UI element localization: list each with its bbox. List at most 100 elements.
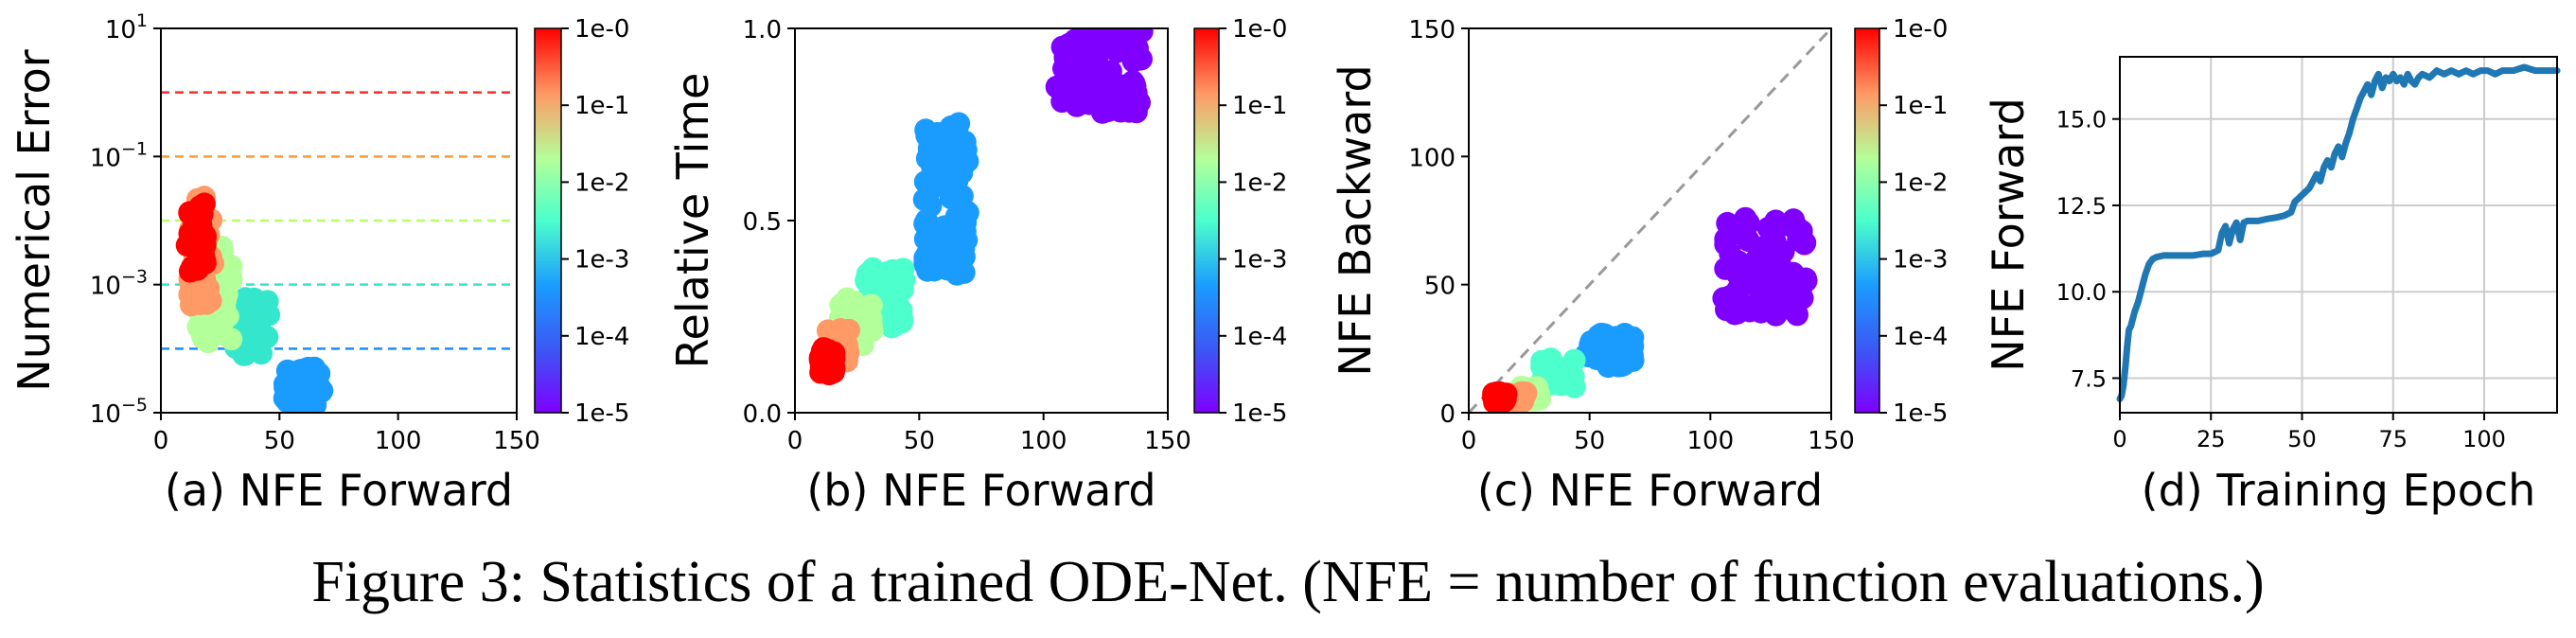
colorbar-tick-label: 1e-2 xyxy=(1893,168,1948,197)
scatter-series xyxy=(175,186,334,413)
colorbar-tick-label: 1e-0 xyxy=(1232,15,1287,44)
x-tick-label: 100 xyxy=(1687,427,1735,455)
scatter-point xyxy=(891,277,914,301)
x-tick-label: 50 xyxy=(264,427,295,455)
scatter-point xyxy=(1075,65,1099,89)
x-tick-label: 75 xyxy=(2378,426,2408,452)
y-tick-label: 0.0 xyxy=(743,400,782,429)
x-tick-label: 100 xyxy=(1020,427,1067,455)
scatter-point xyxy=(947,112,971,135)
y-axis-label: Numerical Error xyxy=(9,49,60,391)
y-axis-label: NFE Forward xyxy=(1983,97,2034,372)
scatter-point xyxy=(1559,363,1582,387)
x-tick-label: 50 xyxy=(2287,426,2317,452)
x-tick-label: 0 xyxy=(787,427,803,455)
scatter-point xyxy=(256,290,279,313)
scatter-point xyxy=(926,121,949,145)
scatter-point xyxy=(1794,269,1818,292)
y-tick-label: 10.0 xyxy=(2056,279,2107,306)
scatter-point xyxy=(185,288,208,311)
figure-caption: Figure 3: Statistics of a trained ODE-Ne… xyxy=(311,550,2265,614)
scatter-point xyxy=(1768,257,1791,280)
colorbar-gradient xyxy=(534,27,562,414)
cluster-1e-0 xyxy=(808,337,846,386)
x-tick-label: 100 xyxy=(2462,426,2506,452)
cluster-1e-4 xyxy=(912,112,979,286)
scatter-point xyxy=(208,318,232,342)
x-tick-label: 50 xyxy=(904,427,935,455)
scatter-point xyxy=(820,355,843,379)
plot-frame xyxy=(1468,27,1832,414)
scatter-point xyxy=(1045,75,1068,98)
scatter-point xyxy=(920,256,944,279)
x-tick-label: 150 xyxy=(493,427,540,455)
y-axis-label: Relative Time xyxy=(667,73,718,369)
scatter-point xyxy=(175,234,199,257)
scatter-point xyxy=(1607,343,1631,366)
scatter-point xyxy=(950,161,974,185)
scatter-point xyxy=(1491,382,1515,406)
colorbar-tick-label: 1e-5 xyxy=(1232,399,1287,428)
cluster-1e-5 xyxy=(1712,206,1818,327)
scatter-point xyxy=(1065,94,1088,117)
y-tick-label: 10−5 xyxy=(90,395,148,429)
scatter-point xyxy=(834,321,857,345)
scatter-point xyxy=(1591,323,1614,346)
colorbar-tick-label: 1e-3 xyxy=(1893,246,1948,275)
scatter-point xyxy=(243,320,267,344)
scatter-point xyxy=(193,249,217,273)
scatter-point xyxy=(954,138,978,162)
scatter-point xyxy=(1737,211,1760,235)
scatter-point xyxy=(856,266,879,290)
scatter-point xyxy=(1718,285,1741,309)
scatter-point xyxy=(1746,275,1770,299)
scatter-point xyxy=(273,386,296,410)
cluster-1e-5 xyxy=(1045,28,1154,124)
x-tick-label: 150 xyxy=(1808,427,1855,455)
x-axis-label: (a) NFE Forward xyxy=(165,465,513,516)
cluster-1e-1 xyxy=(175,192,217,283)
plot-frame xyxy=(2119,56,2558,414)
panel-b-relative-time: 0 50 100 150 0.0 0.5 1.0 (b) NFE Forward Relativ… xyxy=(667,15,1287,516)
x-tick-label: 0 xyxy=(153,427,169,455)
panel-d-training-epoch: 0 25 50 75 100 7.5 10.0 12.5 15.0 (d) Training Ep… xyxy=(1983,56,2561,516)
scatter-point xyxy=(1719,242,1742,266)
colorbar-tick-label: 1e-0 xyxy=(574,15,629,44)
cluster-1e-4 xyxy=(1574,322,1645,379)
x-axis-label: (b) NFE Forward xyxy=(806,465,1156,516)
nfe-forward-line xyxy=(2116,63,2561,402)
colorbar-tick-label: 1e-4 xyxy=(574,323,629,351)
colorbar-tick-label: 1e-0 xyxy=(1893,15,1948,44)
scatter-point xyxy=(1530,355,1554,379)
scatter-point xyxy=(1767,292,1791,316)
colorbar-tick-label: 1e-1 xyxy=(1232,92,1287,120)
y-tick-label: 12.5 xyxy=(2056,193,2107,220)
colorbar-tick-label: 1e-1 xyxy=(574,92,629,120)
scatter-point xyxy=(1744,293,1768,317)
y-tick-label: 1.0 xyxy=(743,16,782,44)
scatter-point xyxy=(1121,70,1145,94)
scatter-point xyxy=(184,207,207,231)
x-tick-label: 0 xyxy=(2112,426,2126,452)
scatter-point xyxy=(1121,39,1145,62)
x-tick-label: 50 xyxy=(1574,427,1605,455)
scatter-point xyxy=(933,215,957,239)
scatter-series xyxy=(1481,206,1818,413)
y-tick-label: 0 xyxy=(1439,400,1456,429)
plot-frame xyxy=(160,27,518,414)
scatter-point xyxy=(1053,47,1077,71)
scatter-point xyxy=(1745,247,1769,271)
scatter-point xyxy=(1091,28,1115,43)
colorbar-tick-label: 1e-5 xyxy=(574,399,629,428)
y-tick-label: 101 xyxy=(105,10,148,44)
cluster-1e-4 xyxy=(224,287,281,366)
y-tick-label: 150 xyxy=(1408,16,1456,44)
scatter-point xyxy=(220,268,243,292)
cluster-1e-5 xyxy=(273,356,334,413)
scatter-point xyxy=(1764,210,1788,234)
panel-a-numerical-error: 0 50 100 150 10−5 10−3 10−1 101 (a) NFE Forward N… xyxy=(9,10,629,516)
cluster-1e-0 xyxy=(1481,381,1518,413)
scatter-point xyxy=(1720,222,1744,246)
scatter-point xyxy=(1091,36,1115,60)
y-tick-label: 100 xyxy=(1408,144,1456,172)
